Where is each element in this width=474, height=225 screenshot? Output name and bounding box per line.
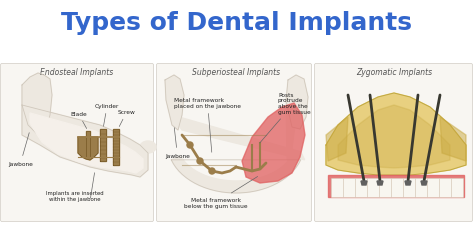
Text: Cylinder: Cylinder: [95, 104, 119, 127]
Polygon shape: [421, 181, 427, 185]
Text: Endosteal Implants: Endosteal Implants: [40, 68, 114, 77]
Text: Screw: Screw: [118, 110, 136, 127]
Text: Blade: Blade: [70, 112, 87, 129]
Polygon shape: [440, 117, 466, 161]
Text: Metal framework
placed on the jawbone: Metal framework placed on the jawbone: [174, 98, 241, 153]
Polygon shape: [113, 129, 119, 165]
Text: Types of Dental Implants: Types of Dental Implants: [62, 11, 412, 35]
Polygon shape: [326, 94, 466, 175]
Text: Posts
protrude
above the
gum tissue: Posts protrude above the gum tissue: [260, 92, 311, 143]
Circle shape: [197, 158, 203, 164]
Polygon shape: [242, 104, 305, 183]
FancyBboxPatch shape: [403, 179, 416, 198]
Text: Zygomatic Implants: Zygomatic Implants: [356, 68, 432, 77]
Polygon shape: [405, 181, 411, 185]
Polygon shape: [361, 181, 367, 185]
FancyBboxPatch shape: [428, 179, 439, 198]
FancyBboxPatch shape: [439, 179, 452, 198]
Polygon shape: [338, 106, 450, 168]
FancyBboxPatch shape: [416, 179, 428, 198]
Polygon shape: [286, 101, 296, 160]
FancyBboxPatch shape: [156, 64, 311, 222]
Polygon shape: [86, 131, 90, 157]
Polygon shape: [22, 106, 148, 177]
FancyBboxPatch shape: [344, 179, 356, 198]
Text: Metal framework
below the gum tissue: Metal framework below the gum tissue: [184, 177, 258, 208]
Circle shape: [209, 168, 215, 174]
FancyBboxPatch shape: [380, 179, 392, 198]
Text: Jawbone: Jawbone: [8, 133, 33, 166]
FancyBboxPatch shape: [315, 64, 473, 222]
FancyBboxPatch shape: [392, 179, 403, 198]
Polygon shape: [328, 175, 464, 197]
Polygon shape: [100, 129, 106, 161]
Text: Implants are inserted
within the jawbone: Implants are inserted within the jawbone: [46, 190, 104, 201]
Polygon shape: [78, 137, 98, 160]
Polygon shape: [326, 117, 348, 161]
FancyBboxPatch shape: [452, 179, 464, 198]
FancyBboxPatch shape: [331, 179, 344, 198]
Polygon shape: [22, 74, 52, 135]
FancyBboxPatch shape: [0, 64, 154, 222]
FancyBboxPatch shape: [356, 179, 367, 198]
Circle shape: [187, 142, 193, 148]
Polygon shape: [286, 76, 308, 129]
Polygon shape: [172, 115, 305, 160]
FancyBboxPatch shape: [367, 179, 380, 198]
Text: Jawbone: Jawbone: [165, 128, 190, 158]
Polygon shape: [165, 76, 184, 130]
Polygon shape: [377, 181, 383, 185]
Ellipse shape: [140, 141, 156, 153]
Text: Subperiosteal Implants: Subperiosteal Implants: [192, 68, 280, 77]
Polygon shape: [171, 156, 301, 193]
Polygon shape: [30, 113, 143, 173]
